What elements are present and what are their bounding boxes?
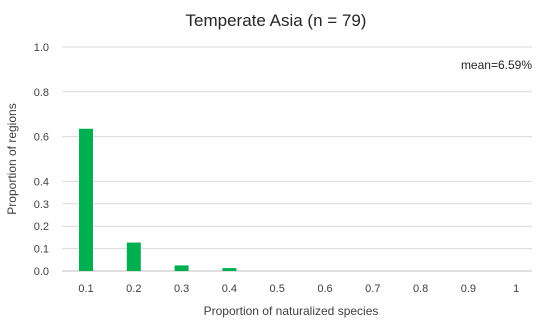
x-tick-label: 0.1 (78, 283, 93, 295)
x-tick-label: 0.3 (174, 283, 189, 295)
x-tick-label: 0.5 (270, 283, 285, 295)
x-axis-label: Proportion of naturalized species (204, 304, 379, 318)
x-tick-label: 0.6 (317, 283, 332, 295)
y-tick-label: 0.6 (34, 132, 49, 144)
chart-title: Temperate Asia (n = 79) (186, 11, 367, 30)
y-tick-label: 0.8 (34, 87, 49, 99)
bars (79, 128, 237, 271)
x-axis-ticks: 0.1 0.2 0.3 0.4 0.5 0.6 0.7 0.8 0.9 1 (78, 283, 519, 295)
bar (126, 242, 141, 271)
mean-annotation: mean=6.59% (461, 58, 532, 72)
x-tick-label: 0.7 (365, 283, 380, 295)
x-tick-label: 0.9 (461, 283, 476, 295)
bar (222, 268, 237, 271)
y-tick-label: 0.0 (34, 266, 49, 278)
bar (174, 265, 189, 271)
y-tick-label: 1.0 (34, 42, 49, 54)
x-tick-label: 0.2 (126, 283, 141, 295)
y-tick-label: 0.4 (34, 176, 49, 188)
y-axis-label: Proportion of regions (5, 103, 19, 214)
gridlines (62, 46, 532, 272)
x-tick-label: 0.8 (413, 283, 428, 295)
y-tick-label: 0.3 (34, 199, 49, 211)
y-tick-label: 0.1 (34, 244, 49, 256)
y-tick-label: 0.2 (34, 221, 49, 233)
x-tick-label: 0.4 (222, 283, 237, 295)
y-axis-ticks: 0.0 0.1 0.2 0.3 0.4 0.6 0.8 1.0 (34, 42, 49, 278)
bar (79, 128, 93, 271)
x-tick-label: 1 (513, 283, 519, 295)
